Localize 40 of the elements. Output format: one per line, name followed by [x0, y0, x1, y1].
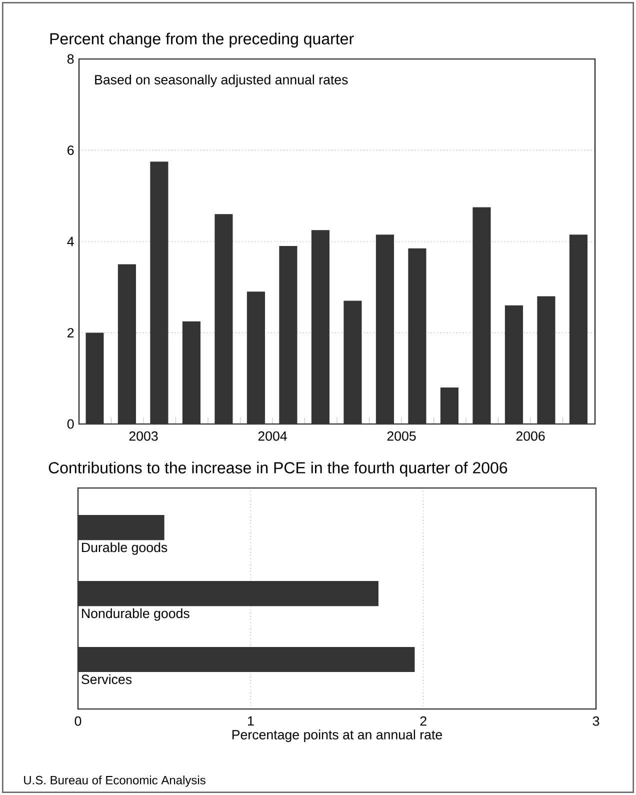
y-tick-label: 4	[67, 236, 74, 246]
bar	[504, 305, 523, 424]
y-tick-label: 2	[68, 328, 74, 338]
bar	[78, 515, 164, 540]
x-tick-label: 1	[248, 716, 254, 726]
chart-title: Contributions to the increase in PCE in the fourth quarter of 2006	[48, 462, 508, 477]
bar	[246, 292, 265, 424]
bar	[376, 234, 394, 424]
x-tick-label: 2005	[387, 431, 416, 441]
x-tick-label: 2	[420, 716, 426, 726]
x-tick-label: 2004	[258, 431, 287, 441]
x-axis-title: Percentage points at an annual rate	[232, 730, 442, 742]
y-tick-label: 8	[67, 54, 74, 64]
bar	[344, 300, 362, 424]
y-tick-label: 0	[67, 419, 74, 429]
bar	[537, 296, 556, 424]
y-tick-label: Nondurable goods	[82, 608, 190, 621]
x-tick-label: 2006	[516, 431, 545, 441]
bar	[78, 581, 378, 606]
y-tick-label: 6	[68, 146, 74, 155]
bar	[86, 332, 104, 424]
bar	[440, 387, 458, 424]
bar	[150, 162, 168, 424]
y-tick-label: Services	[82, 674, 132, 684]
y-tick-label: Durable goods	[82, 542, 168, 555]
x-tick-label: 2003	[129, 431, 158, 441]
x-tick-label: 3	[592, 716, 600, 726]
bar	[311, 230, 330, 424]
bar	[569, 234, 588, 424]
x-tick-label: 0	[74, 716, 82, 726]
bar	[78, 646, 415, 672]
bar	[279, 246, 298, 424]
annotation: Based on seasonally adjusted annual rates	[95, 74, 348, 88]
bar	[408, 248, 426, 424]
bar	[214, 214, 233, 424]
text: U.S. Bureau of Economic Analysis	[24, 776, 206, 787]
bar	[182, 321, 200, 424]
chart-title: Percent change from the preceding quarter	[50, 32, 354, 48]
bar	[118, 264, 136, 424]
bar	[472, 207, 491, 424]
